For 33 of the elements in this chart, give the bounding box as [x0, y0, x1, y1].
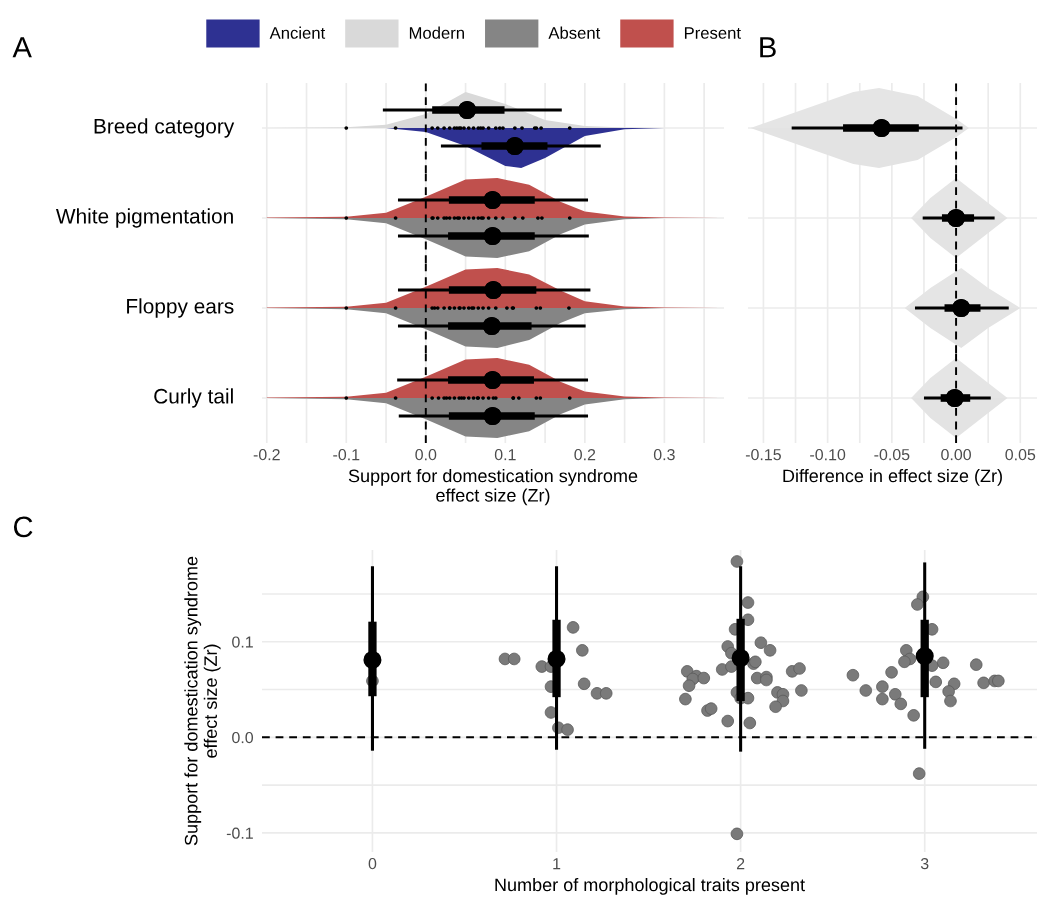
x-tick-label: -0.2 — [253, 448, 280, 461]
y-tick-label: -0.1 — [226, 827, 253, 839]
x-tick-label: -0.05 — [874, 448, 910, 461]
y-axis-title: Curly tail — [154, 388, 233, 408]
x-tick-label: 0.2 — [574, 448, 596, 461]
y-axis-title: Floppy ears — [127, 298, 234, 318]
x-axis-title: Number of morphological traits present — [495, 878, 805, 895]
legend-label: Ancient — [269, 26, 326, 39]
x-tick-label: 0.0 — [415, 448, 437, 461]
x-tick-label: 1 — [553, 858, 561, 870]
x-tick-label: -0.15 — [745, 448, 781, 461]
x-tick-label: 3 — [920, 857, 929, 870]
text: A — [12, 37, 32, 58]
text: B — [760, 37, 776, 58]
x-tick-label: 0.3 — [653, 448, 675, 461]
x-tick-label: 2 — [736, 857, 745, 870]
x-tick-label: 0.05 — [1005, 448, 1036, 461]
y-tick-label: 0.0 — [232, 731, 254, 744]
y-tick-label: 0.1 — [232, 636, 253, 648]
x-axis-title: Support for domestication syndrome effect size (Zr) — [348, 469, 638, 506]
legend-label: Modern — [409, 26, 464, 39]
x-tick-label: -0.10 — [810, 448, 846, 461]
y-axis-title: White pigmentation — [55, 208, 233, 228]
legend-label: Absent — [548, 26, 601, 39]
x-tick-label: 0.00 — [941, 448, 971, 461]
x-tick-label: 0.1 — [494, 448, 516, 461]
legend-label: Present — [684, 27, 741, 39]
y-axis-title: Support for domestication syndrome effect size (Zr) — [184, 556, 221, 846]
y-axis-title: Breed category — [94, 118, 235, 138]
x-tick-label: 0 — [368, 857, 377, 870]
text: C — [13, 516, 33, 538]
x-tick-label: -0.1 — [333, 448, 360, 461]
x-axis-title: Difference in effect size (Zr) — [783, 469, 1002, 486]
